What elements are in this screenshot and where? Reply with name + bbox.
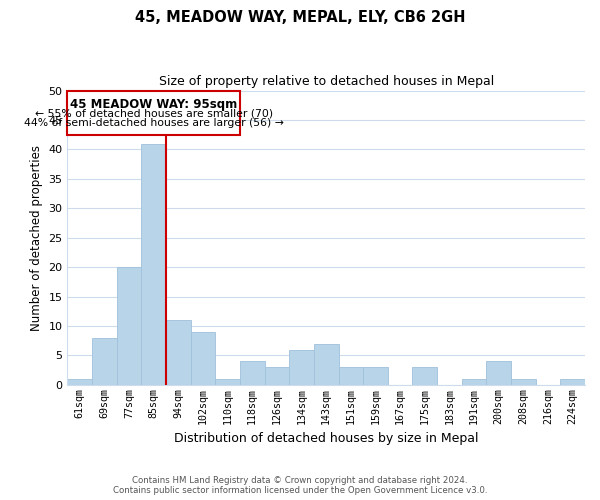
- Y-axis label: Number of detached properties: Number of detached properties: [30, 144, 43, 330]
- Text: 45, MEADOW WAY, MEPAL, ELY, CB6 2GH: 45, MEADOW WAY, MEPAL, ELY, CB6 2GH: [135, 10, 465, 25]
- Bar: [487, 362, 511, 385]
- X-axis label: Distribution of detached houses by size in Mepal: Distribution of detached houses by size …: [174, 432, 478, 445]
- Text: 45 MEADOW WAY: 95sqm: 45 MEADOW WAY: 95sqm: [70, 98, 238, 110]
- Text: ← 55% of detached houses are smaller (70): ← 55% of detached houses are smaller (70…: [35, 108, 273, 118]
- Text: Contains HM Land Registry data © Crown copyright and database right 2024.
Contai: Contains HM Land Registry data © Crown c…: [113, 476, 487, 495]
- Bar: [412, 367, 437, 385]
- Bar: [166, 320, 191, 385]
- Bar: [215, 379, 240, 385]
- Bar: [338, 367, 363, 385]
- Bar: [117, 267, 142, 385]
- Bar: [314, 344, 338, 385]
- Bar: [240, 362, 265, 385]
- Bar: [191, 332, 215, 385]
- FancyBboxPatch shape: [67, 90, 240, 134]
- Bar: [560, 379, 585, 385]
- Bar: [289, 350, 314, 385]
- Bar: [265, 367, 289, 385]
- Bar: [142, 144, 166, 385]
- Text: 44% of semi-detached houses are larger (56) →: 44% of semi-detached houses are larger (…: [24, 118, 284, 128]
- Bar: [67, 379, 92, 385]
- Title: Size of property relative to detached houses in Mepal: Size of property relative to detached ho…: [158, 75, 494, 88]
- Bar: [462, 379, 487, 385]
- Bar: [92, 338, 117, 385]
- Bar: [511, 379, 536, 385]
- Bar: [363, 367, 388, 385]
